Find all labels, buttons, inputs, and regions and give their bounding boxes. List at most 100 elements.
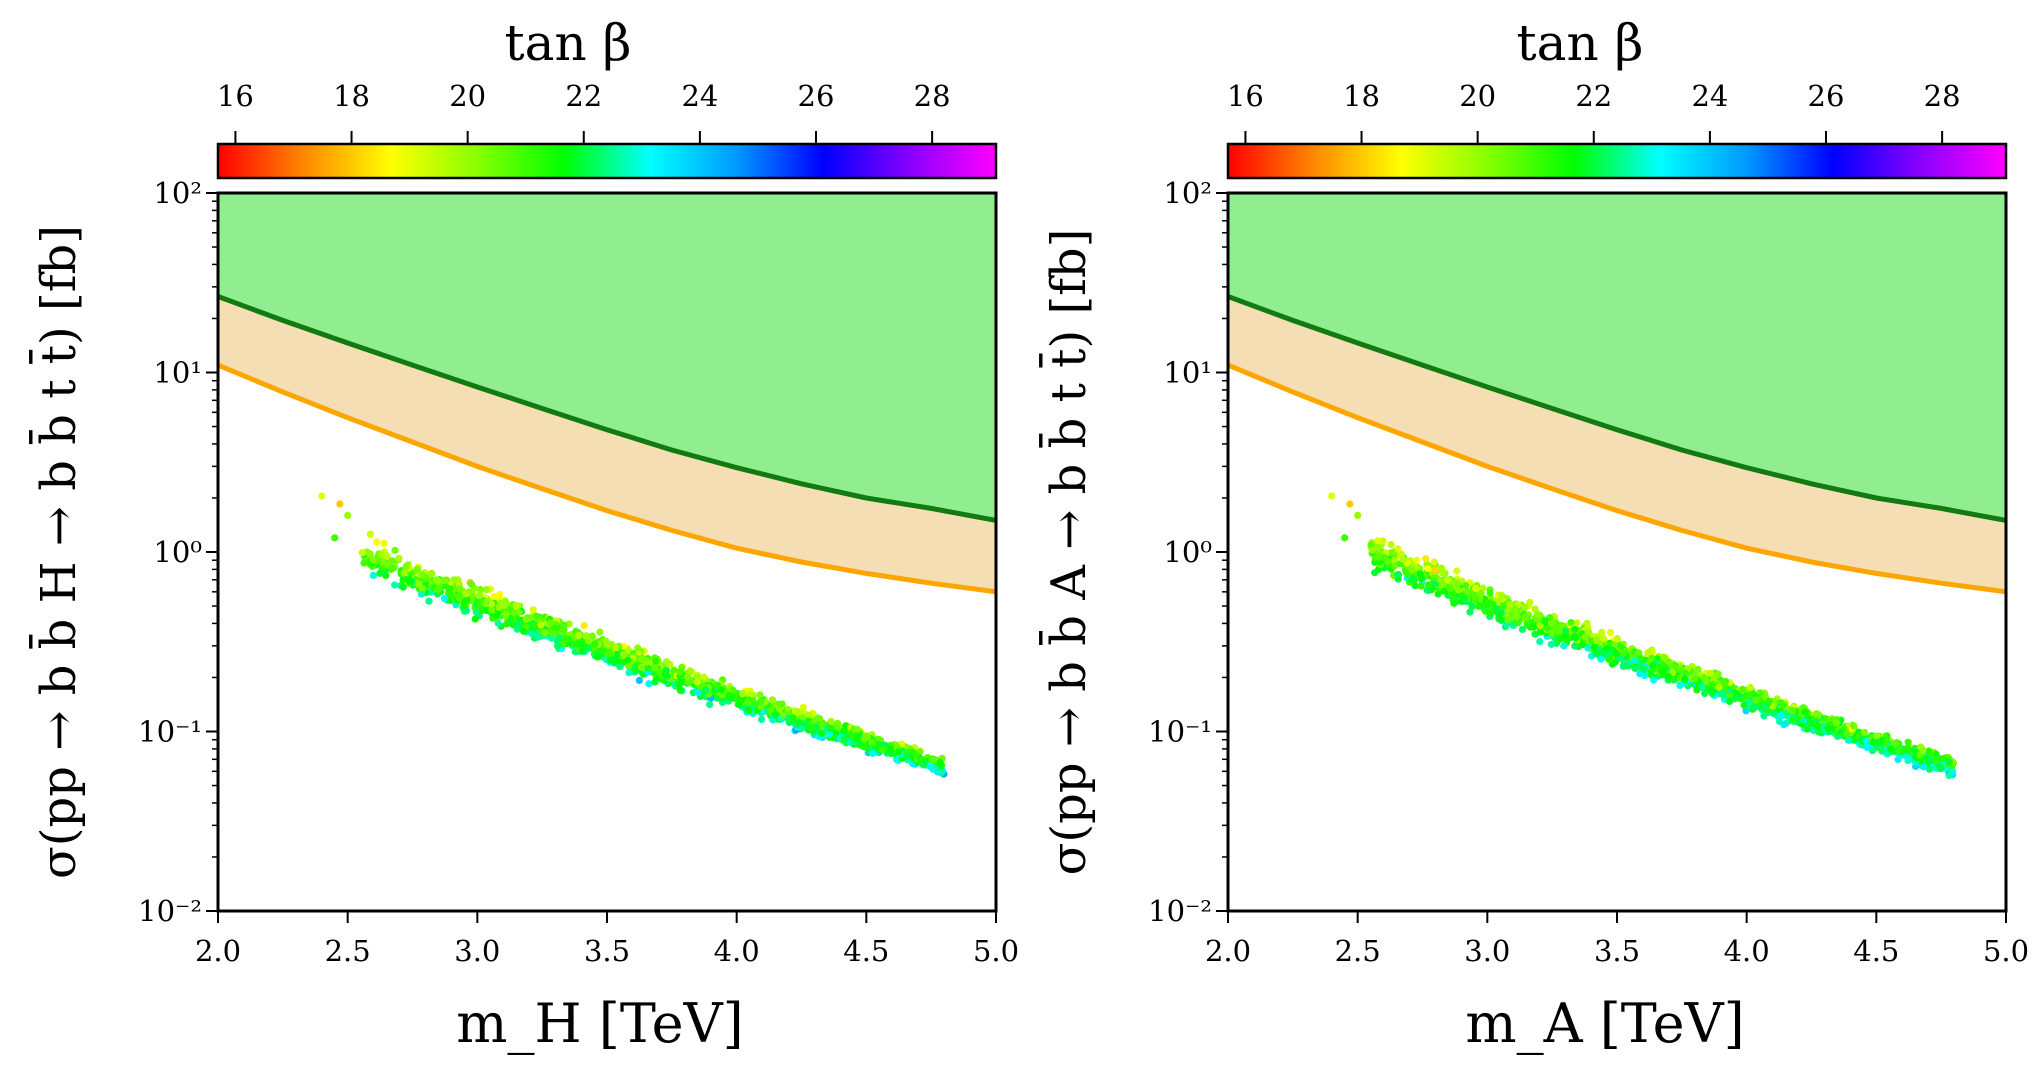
scatter-point bbox=[1514, 619, 1522, 627]
scatter-point bbox=[1927, 756, 1935, 764]
colorbar-tick-label: 24 bbox=[681, 79, 718, 113]
scatter-point bbox=[640, 656, 648, 664]
scatter-point bbox=[1430, 558, 1438, 566]
scatter-point bbox=[1430, 574, 1438, 582]
scatter-point bbox=[1493, 605, 1501, 613]
scatter-point bbox=[1416, 570, 1424, 578]
scatter-point bbox=[875, 735, 883, 744]
scatter-point bbox=[1644, 648, 1652, 657]
scatter-point bbox=[1844, 736, 1853, 744]
scatter-point bbox=[840, 734, 849, 742]
scatter-point bbox=[1413, 556, 1421, 565]
scatter-point bbox=[1635, 649, 1643, 657]
x-tick-label: 2.5 bbox=[1335, 934, 1381, 968]
scatter-point bbox=[428, 569, 436, 578]
scatter-point bbox=[806, 723, 815, 731]
scatter-point bbox=[1487, 609, 1495, 617]
scatter-point bbox=[683, 673, 692, 681]
scatter-point bbox=[1411, 582, 1419, 590]
x-tick-label: 2.0 bbox=[1205, 934, 1251, 968]
scatter-point bbox=[1919, 746, 1927, 755]
scatter-point bbox=[395, 554, 403, 562]
scatter-point bbox=[1765, 697, 1773, 705]
scatter-point bbox=[391, 581, 399, 589]
scatter-point bbox=[607, 656, 615, 665]
scatter-point bbox=[541, 629, 549, 637]
x-tick-label: 4.0 bbox=[714, 934, 760, 968]
scatter-point bbox=[462, 590, 471, 598]
scatter-point bbox=[1932, 750, 1940, 758]
scatter-point bbox=[1371, 569, 1379, 577]
scatter-point bbox=[1384, 557, 1392, 565]
scatter-point bbox=[651, 678, 659, 686]
scatter-points bbox=[1328, 492, 1957, 780]
scatter-point bbox=[1438, 566, 1446, 574]
scatter-point bbox=[1924, 748, 1932, 756]
scatter-point bbox=[1814, 722, 1822, 730]
scatter-point bbox=[502, 610, 510, 618]
scatter-point bbox=[1868, 747, 1877, 755]
scatter-point bbox=[456, 592, 464, 600]
x-tick-label: 2.0 bbox=[195, 934, 241, 968]
scatter-point bbox=[634, 644, 642, 652]
scatter-point bbox=[1374, 537, 1382, 545]
colorbar-title: tan β bbox=[505, 14, 632, 72]
scatter-point bbox=[1664, 673, 1673, 681]
colorbar-tick-label: 18 bbox=[333, 79, 370, 113]
scatter-point bbox=[1945, 771, 1953, 780]
scatter-point bbox=[510, 609, 518, 617]
scatter-point bbox=[1837, 728, 1845, 736]
scatter-point bbox=[1593, 636, 1601, 645]
scatter-point bbox=[1394, 571, 1402, 579]
scatter-point bbox=[717, 686, 726, 694]
scatter-point bbox=[652, 657, 660, 665]
scatter-point bbox=[434, 586, 442, 594]
scatter-point bbox=[1561, 627, 1570, 635]
scatter-point bbox=[425, 597, 433, 605]
scatter-point bbox=[794, 708, 803, 716]
scatter-point bbox=[582, 632, 590, 640]
scatter-point bbox=[757, 703, 766, 711]
scatter-point bbox=[383, 552, 391, 561]
x-axis-label: m_A [TeV] bbox=[1465, 992, 1744, 1055]
scatter-point bbox=[1536, 622, 1544, 630]
scatter-point bbox=[853, 725, 861, 733]
scatter-point bbox=[1863, 743, 1871, 752]
scatter-point bbox=[1745, 699, 1753, 707]
scatter-point bbox=[591, 640, 599, 648]
scatter-point bbox=[1346, 500, 1354, 508]
scatter-point bbox=[1732, 689, 1740, 698]
scatter-point bbox=[1590, 644, 1599, 652]
upper-limit-curve bbox=[218, 294, 996, 523]
scatter-point bbox=[463, 596, 471, 604]
scatter-point bbox=[929, 756, 937, 764]
scatter-point bbox=[1631, 656, 1639, 664]
scatter-point bbox=[1547, 640, 1555, 649]
scatter-point bbox=[1701, 689, 1709, 698]
scatter-point bbox=[560, 625, 568, 633]
scatter-point bbox=[1801, 708, 1809, 716]
scatter-point bbox=[380, 539, 388, 548]
colorbar-tick-label: 28 bbox=[914, 79, 951, 113]
scatter-point bbox=[1752, 696, 1760, 704]
y-tick-label: 10² bbox=[1163, 176, 1212, 210]
scatter-point bbox=[920, 759, 928, 767]
scatter-point bbox=[596, 628, 604, 636]
scatter-point bbox=[389, 564, 397, 572]
x-axis-ticks: 2.0 2.5 3.0 3.5 4.0 4.5 5.0 bbox=[1205, 911, 2029, 968]
scatter-point bbox=[606, 649, 614, 657]
scatter-point bbox=[1394, 545, 1402, 553]
scatter-point bbox=[1453, 579, 1461, 588]
scatter-point bbox=[713, 681, 722, 689]
scatter-point bbox=[1556, 635, 1564, 644]
scatter-point bbox=[853, 734, 862, 743]
scatter-point bbox=[1862, 736, 1870, 745]
scatter-point bbox=[456, 585, 464, 593]
expected-band-fill bbox=[218, 296, 996, 592]
scatter-point bbox=[663, 658, 671, 666]
colorbar-tick-label: 20 bbox=[1459, 79, 1496, 113]
scatter-point bbox=[490, 592, 498, 601]
scatter-point bbox=[1484, 601, 1492, 609]
scatter-point bbox=[1599, 634, 1607, 642]
scatter-point bbox=[1504, 615, 1512, 624]
